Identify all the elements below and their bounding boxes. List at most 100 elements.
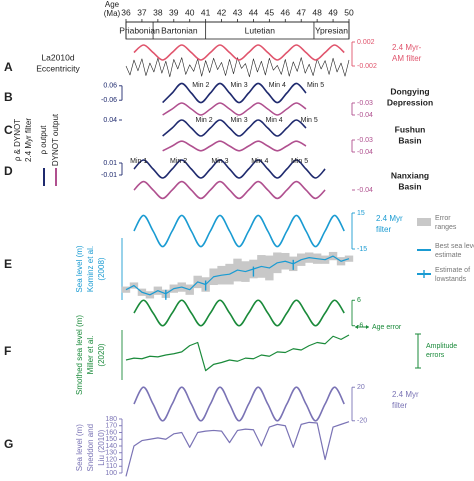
legend-label: errors [426,352,445,359]
series-line [162,102,307,116]
x-tick-label: 42 [217,7,227,17]
series-line [133,299,345,327]
site-label: Depression [387,97,433,107]
y-axis-title: Liu (2010) [97,429,106,465]
panel-letter: E [4,257,12,271]
stage-label: Ypresian [315,25,348,35]
x-tick-label: 39 [169,7,179,17]
panel-letter: G [4,437,13,451]
series-label: filter [392,401,407,410]
y-tick-label: 130 [105,450,117,457]
y-axis-title: Kominz et al. [86,246,95,292]
legend-label: estimate [435,252,462,259]
min-label: Min 3 [231,82,248,89]
x-tick-label: 37 [137,7,147,17]
y2-tick-label: 20 [357,384,365,391]
min-label: Min 5 [301,117,318,124]
y-tick-label: 0.01 [103,160,117,167]
panel-letter: D [4,164,13,178]
y2-tick-label: -0.04 [357,112,373,119]
y-tick-label: -0.06 [101,97,117,104]
x-tick-label: 48 [312,7,322,17]
min-label: Min 4 [251,158,268,165]
y-axis-title: Miller et al. [86,336,95,375]
min-label: Min 2 [192,82,209,89]
panel-letter: B [4,90,13,104]
legend-label: Amplitude [426,343,457,350]
panel-letter: F [4,344,11,358]
stage-label: Bartonian [161,25,198,35]
legend-label: Age error [372,324,402,331]
y-tick-label: 100 [105,470,117,477]
x-tick-label: 47 [296,7,306,17]
series-line [133,180,326,200]
stage-label: Priabonian [119,25,160,35]
stage-label: Lutetian [245,25,276,35]
y-axis-title: Sneddon and [86,424,95,472]
legend-swatch [417,218,431,226]
y2-tick-label: 6 [357,297,361,304]
min-label: Min 2 [195,117,212,124]
series-line [133,386,345,422]
legend-swatch [355,325,369,329]
site-label: Basin [398,181,421,191]
y2-tick-label: 0.002 [357,39,375,46]
legend-label: lowstands [435,276,467,283]
series-label: AM filter [392,54,422,63]
y2-tick-label: 15 [357,210,365,217]
y2-tick-label: -0.03 [357,100,373,107]
min-label: Min 5 [291,158,308,165]
series-line [125,255,350,296]
series-line [133,159,326,179]
min-label: Min 4 [269,82,286,89]
x-tick-label: 50 [344,7,354,17]
y-tick-label: 160 [105,429,117,436]
y-tick-label: -0.01 [101,172,117,179]
x-tick-label: 43 [233,7,243,17]
x-tick-label: 44 [249,7,259,17]
site-label: Fushun [395,124,426,134]
y-axis-title: Sea level (m) [75,424,84,471]
x-tick-label: 36 [121,7,131,17]
series-line [125,334,350,372]
series-line [133,44,345,61]
error-range [121,286,131,293]
legend-title: 2.4 Myr filter [24,118,33,162]
y-axis-title: (2020) [97,343,106,366]
series-label: 2.4 Myr [392,390,419,399]
series-line [162,82,307,104]
series-line [162,140,307,152]
y-tick-label: 150 [105,436,117,443]
y-tick-label: 0.04 [103,117,117,124]
y2-tick-label: -0.04 [357,187,373,194]
series-label: Eccentricity [36,63,80,73]
panel-letter: A [4,60,13,74]
panel-letter: C [4,123,13,137]
x-tick-label: 46 [281,7,291,17]
site-label: Nanxiang [391,170,429,180]
y-axis-title: (2008) [97,257,106,280]
y-tick-label: 120 [105,456,117,463]
x-tick-label: 41 [201,7,211,17]
site-label: Basin [398,135,421,145]
legend-label: ρ output [39,125,48,155]
legend-label: Estimate of [435,267,470,274]
x-tick-label: 45 [265,7,275,17]
min-label: Min 3 [211,158,228,165]
y2-tick-label: -0.002 [357,63,377,70]
y-tick-label: 170 [105,423,117,430]
legend-swatch [415,333,421,369]
y2-tick-label: -6 [357,323,363,330]
legend-title: ρ & DYNOT [13,119,22,161]
site-label: Dongying [390,86,429,96]
series-line [133,214,345,248]
min-label: Min 4 [266,117,283,124]
y2-tick-label: -15 [357,246,367,253]
y-tick-label: 140 [105,443,117,450]
series-label: 2.4 Myr [376,214,403,223]
series-line [125,421,350,477]
series-label: La2010d [41,52,74,62]
y-axis-title: Sea level (m) [75,245,84,292]
legend-label: DYNOT output [51,113,60,166]
